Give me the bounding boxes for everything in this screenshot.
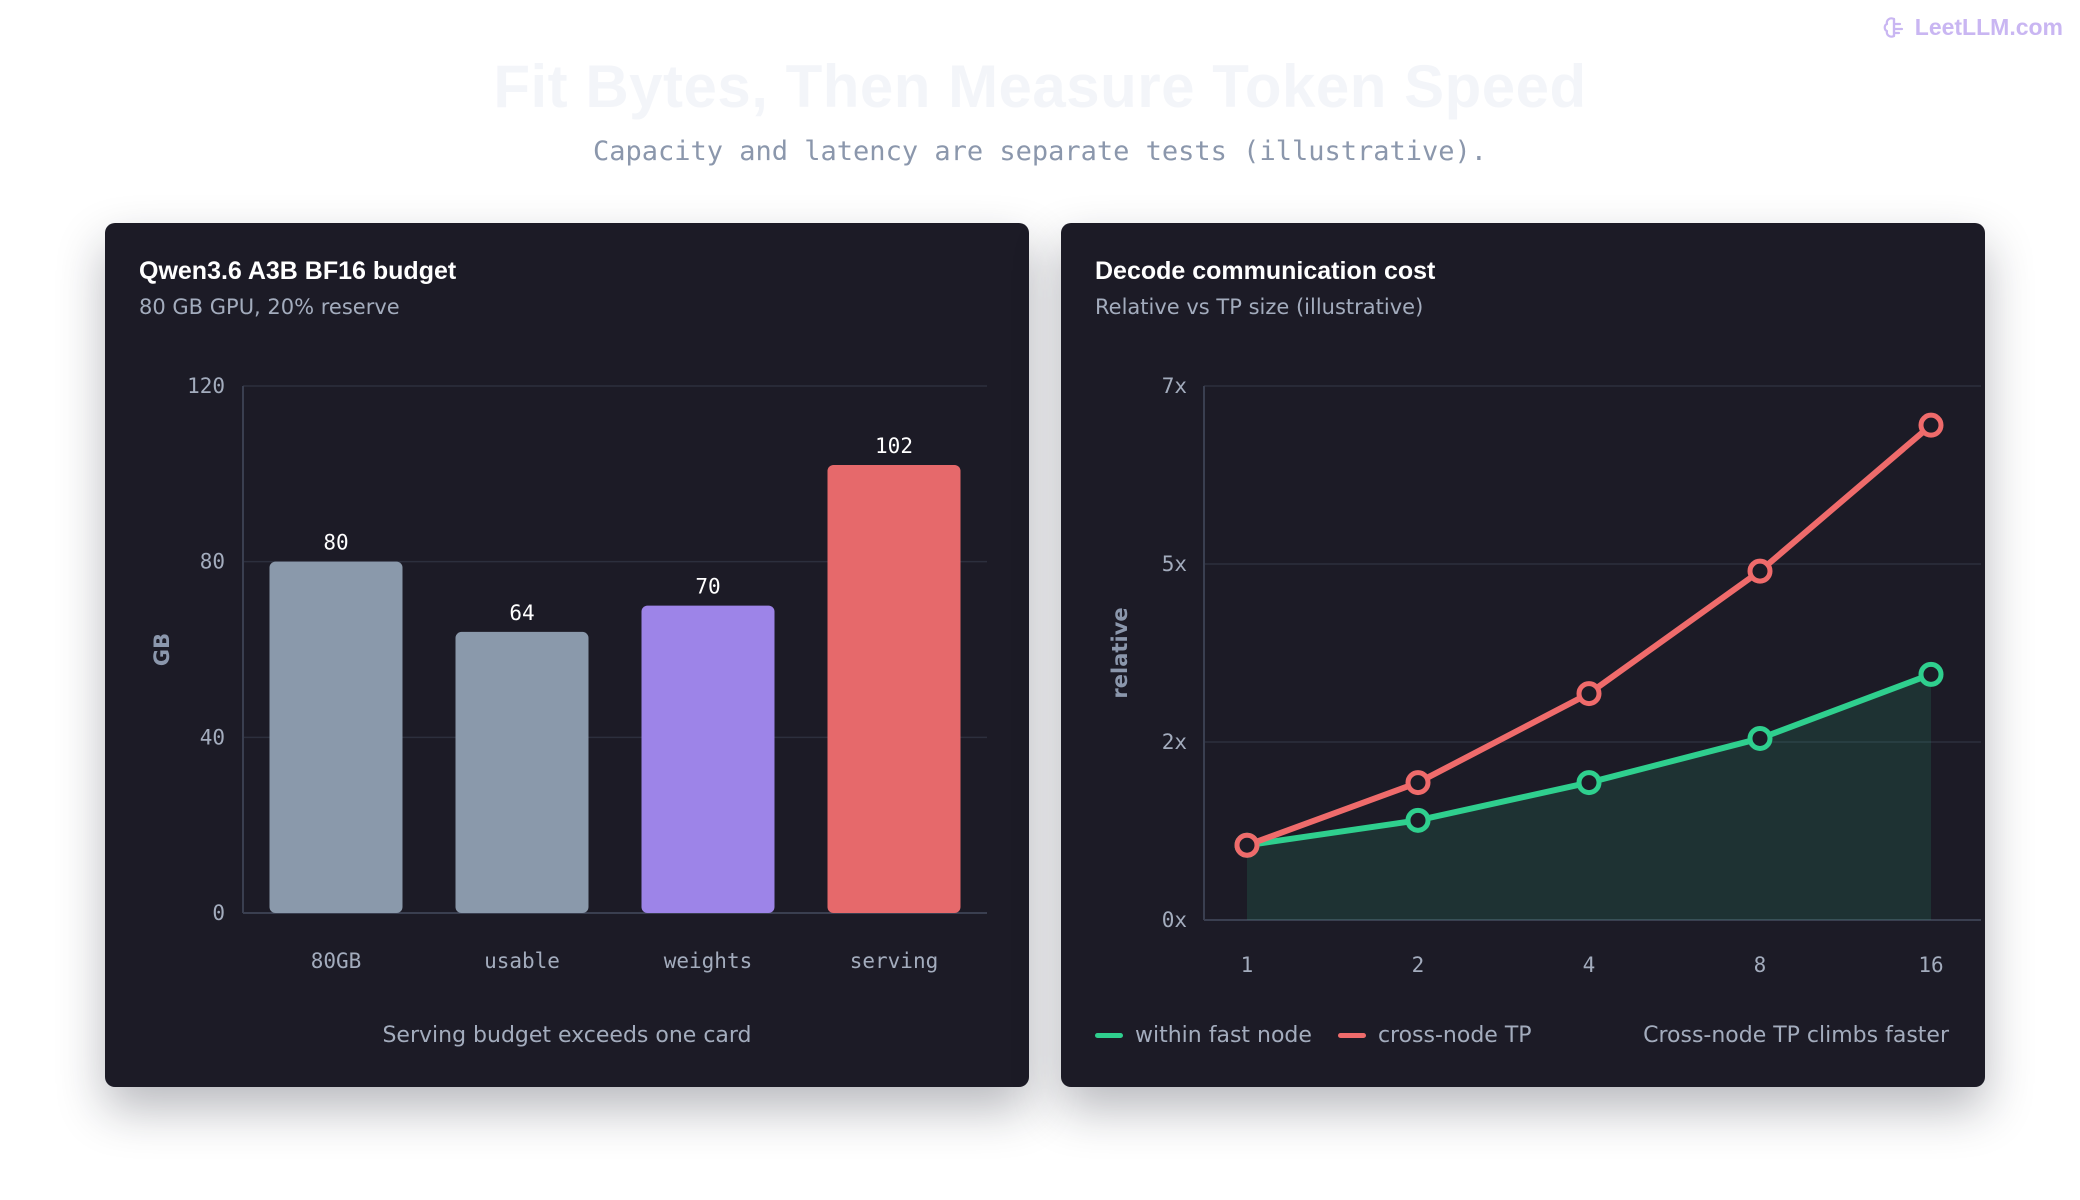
bar-weights xyxy=(641,605,775,913)
x-category-label: weights xyxy=(664,949,753,973)
legend-item-cross-node-tp: cross-node TP xyxy=(1337,1023,1532,1048)
bar-value-label: 102 xyxy=(875,434,913,458)
y-tick-label: 7x xyxy=(1162,374,1187,398)
page-subtitle: Capacity and latency are separate tests … xyxy=(592,136,1488,167)
bar-value-label: 80 xyxy=(323,531,348,555)
bar-chart: 0 40 80 120 GB 80 80GB 64 usable 70 weights 102 serv… xyxy=(150,374,987,973)
legend-swatch-red xyxy=(1337,1033,1366,1038)
line-chart-title: Decode communication cost xyxy=(1095,257,1436,285)
y-tick-label: 120 xyxy=(187,374,225,398)
series-0-point xyxy=(1918,661,1944,687)
y-axis-title: relative xyxy=(1108,607,1132,698)
series-1-point xyxy=(1234,832,1260,858)
legend-label: cross-node TP xyxy=(1377,1023,1532,1048)
legend-swatch-green xyxy=(1095,1033,1123,1038)
y-tick-label: 80 xyxy=(200,550,225,574)
y-axis-title: GB xyxy=(150,633,174,666)
bar-serving xyxy=(827,465,961,913)
series-0-point xyxy=(1576,770,1602,796)
x-tick-label: 1 xyxy=(1241,953,1254,977)
bar-chart-card: Qwen3.6 A3B BF16 budget 80 GB GPU, 20% r… xyxy=(105,223,1029,1087)
bar-value-label: 64 xyxy=(509,601,534,625)
y-tick-label: 0x xyxy=(1162,908,1187,932)
x-category-label: 80GB xyxy=(311,949,362,973)
line-chart-card: Decode communication cost Relative vs TP… xyxy=(1061,223,1985,1087)
legend-label: within fast node xyxy=(1135,1023,1312,1048)
line-chart-legend: within fast node cross-node TP xyxy=(1095,1023,1532,1048)
x-tick-label: 4 xyxy=(1583,953,1596,977)
series-1-point xyxy=(1405,770,1431,796)
line-chart-note: Cross-node TP climbs faster xyxy=(1643,1023,1949,1048)
brand-name: LeetLLM.com xyxy=(1914,14,2063,40)
series-0-point xyxy=(1405,807,1431,833)
y-tick-label: 40 xyxy=(200,725,225,749)
bar-80gb xyxy=(269,561,403,913)
series-area-0 xyxy=(1247,674,1931,920)
x-category-label: usable xyxy=(484,949,560,973)
y-tick-label: 0 xyxy=(212,901,225,925)
page-title: Fit Bytes, Then Measure Token Speed xyxy=(493,53,1587,120)
line-chart-subtitle: Relative vs TP size (illustrative) xyxy=(1095,295,1424,319)
x-tick-label: 8 xyxy=(1754,953,1767,977)
series-1-point xyxy=(1918,412,1944,438)
x-category-label: serving xyxy=(850,949,939,973)
bar-chart-title: Qwen3.6 A3B BF16 budget xyxy=(139,257,457,285)
legend-item-within-fast-node: within fast node xyxy=(1095,1023,1312,1048)
y-tick-label: 5x xyxy=(1162,552,1187,576)
brain-icon xyxy=(1883,16,1903,38)
x-tick-label: 2 xyxy=(1412,953,1425,977)
x-tick-label: 16 xyxy=(1918,953,1943,977)
bar-usable xyxy=(455,631,589,913)
series-1-point xyxy=(1747,558,1773,584)
bar-chart-footnote: Serving budget exceeds one card xyxy=(382,1023,752,1048)
series-1-point xyxy=(1576,681,1602,707)
line-chart: 0x 2x 5x 7x relative 1 2 4 8 16 xyxy=(1108,374,1981,977)
bar-chart-subtitle: 80 GB GPU, 20% reserve xyxy=(139,295,400,319)
series-0-point xyxy=(1747,725,1773,751)
bar-value-label: 70 xyxy=(695,575,720,599)
brand-logo[interactable]: LeetLLM.com xyxy=(1881,14,2063,41)
y-tick-label: 2x xyxy=(1162,730,1187,754)
